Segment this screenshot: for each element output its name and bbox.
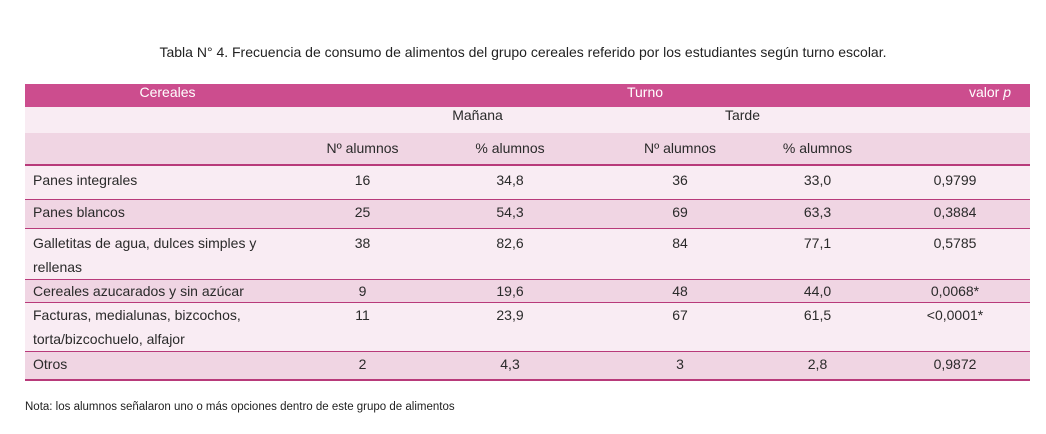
row-label-line: torta/bizcochuelo, alfajor: [33, 330, 185, 347]
table-row: Facturas, medialunas, bizcochos, torta/b…: [25, 301, 1030, 351]
cell-pct-tarde: 63,3: [755, 198, 880, 228]
header-tarde: Tarde: [724, 107, 761, 123]
header-cereales-label: Cereales: [139, 84, 196, 100]
cell-n-tarde: 67: [605, 301, 755, 351]
table-row: Panes integrales 16 34,8 36 33,0 0,9799: [25, 164, 1030, 199]
cereal-consumption-table: Cereales Turno valor p Mañana Tarde Nº a…: [25, 84, 1030, 381]
cell-valor-p: 0,3884: [880, 198, 1030, 228]
cell-pct-tarde: 77,1: [755, 227, 880, 279]
cell-n-manana: 16: [310, 164, 415, 199]
row-label-line: rellenas: [33, 258, 83, 275]
table-row: Cereales azucarados y sin azúcar 9 19,6 …: [25, 278, 1030, 302]
cell-pct-tarde: 2,8: [755, 350, 880, 381]
header-row-main: Cereales Turno valor p: [25, 84, 1030, 107]
cell-valor-p: 0,0068*: [880, 278, 1030, 302]
header-valor-p-prefix: valor: [968, 84, 1004, 100]
row-label: Panes integrales: [25, 164, 310, 199]
cell-n-tarde: 48: [605, 278, 755, 302]
cell-n-tarde: 69: [605, 198, 755, 228]
cell-valor-p: <0,0001*: [880, 301, 1030, 351]
row-label-line: Otros: [33, 355, 68, 372]
header-turno: Turno: [310, 84, 880, 107]
cell-valor-p: 0,9872: [880, 350, 1030, 381]
cell-pct-manana: 19,6: [415, 278, 605, 302]
cell-pct-manana: 23,9: [415, 301, 605, 351]
row-label-line: Galletitas de agua, dulces simples y: [33, 234, 257, 251]
row-label: Otros: [25, 350, 310, 381]
cell-n-manana: 38: [310, 227, 415, 279]
table-row: Otros 2 4,3 3 2,8 0,9872: [25, 350, 1030, 381]
cell-n-manana: 9: [310, 278, 415, 302]
header-row-columns: Nº alumnos % alumnos Nº alumnos % alumno…: [25, 133, 1030, 165]
row-label: Galletitas de agua, dulces simples y rel…: [25, 227, 310, 279]
cell-n-tarde: 84: [605, 227, 755, 279]
row-label: Panes blancos: [25, 198, 310, 228]
cell-n-manana: 2: [310, 350, 415, 381]
header-valor-p: valor p: [880, 84, 1030, 107]
table-row: Panes blancos 25 54,3 69 63,3 0,3884: [25, 198, 1030, 228]
header-row-shift: Mañana Tarde: [25, 107, 1030, 133]
cell-valor-p: 0,9799: [880, 164, 1030, 199]
cell-n-manana: 25: [310, 198, 415, 228]
cell-pct-manana: 4,3: [415, 350, 605, 381]
row-label-line: Cereales azucarados y sin azúcar: [33, 282, 244, 299]
table-row: Galletitas de agua, dulces simples y rel…: [25, 227, 1030, 279]
header-pct-alumnos-manana: % alumnos: [475, 140, 545, 156]
header-spacer: [25, 107, 310, 133]
cell-pct-tarde: 44,0: [755, 278, 880, 302]
header-manana: Mañana: [452, 107, 503, 123]
header-pct-alumnos-tarde: % alumnos: [782, 140, 853, 156]
header-spacer: [25, 133, 310, 165]
header-turno-label: Turno: [626, 84, 664, 100]
header-valor-p-italic: p: [1003, 84, 1012, 100]
row-label-line: Panes blancos: [33, 203, 125, 220]
cell-pct-tarde: 61,5: [755, 301, 880, 351]
header-n-alumnos-manana: Nº alumnos: [326, 140, 399, 156]
header-cereales: Cereales: [25, 84, 310, 107]
cell-pct-manana: 82,6: [415, 227, 605, 279]
cell-n-manana: 11: [310, 301, 415, 351]
cell-pct-tarde: 33,0: [755, 164, 880, 199]
table-note: Nota: los alumnos señalaron uno o más op…: [25, 401, 455, 413]
table-caption: Tabla N° 4. Frecuencia de consumo de ali…: [159, 44, 887, 60]
header-n-alumnos-tarde: Nº alumnos: [643, 140, 717, 156]
header-spacer: [880, 107, 1030, 133]
cell-valor-p: 0,5785: [880, 227, 1030, 279]
row-label: Facturas, medialunas, bizcochos, torta/b…: [25, 301, 310, 351]
cell-pct-manana: 54,3: [415, 198, 605, 228]
row-label-line: Panes integrales: [33, 172, 138, 188]
cell-pct-manana: 34,8: [415, 164, 605, 199]
cell-n-tarde: 36: [605, 164, 755, 199]
header-spacer: [880, 133, 1030, 165]
row-label-line: Facturas, medialunas, bizcochos,: [33, 306, 241, 323]
row-label: Cereales azucarados y sin azúcar: [25, 278, 310, 302]
cell-n-tarde: 3: [605, 350, 755, 381]
